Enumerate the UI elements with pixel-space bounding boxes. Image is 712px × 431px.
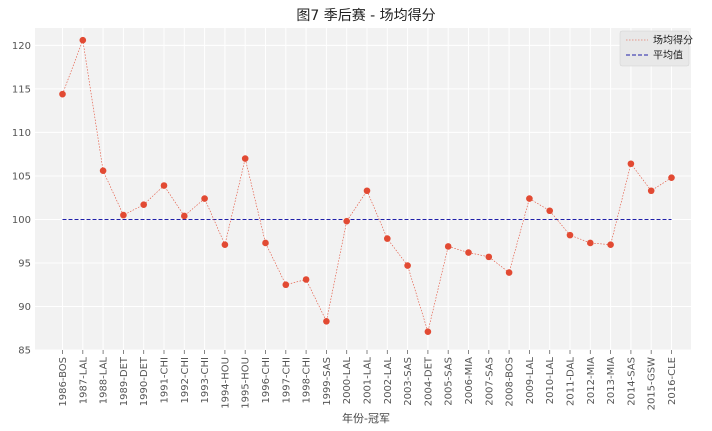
data-point xyxy=(465,249,472,256)
x-tick-label: 1995-HOU xyxy=(241,357,252,409)
data-point xyxy=(404,262,411,269)
y-tick-label: 95 xyxy=(18,258,31,269)
x-tick-label: 1993-CHI xyxy=(200,357,211,404)
x-tick-label: 1988-LAL xyxy=(99,357,110,405)
data-point xyxy=(59,90,66,98)
x-tick-label: 1996-CHI xyxy=(261,357,272,404)
x-tick-label: 2004-DET xyxy=(423,356,434,406)
y-tick-label: 110 xyxy=(12,128,31,139)
x-tick-label: 2012-MIA xyxy=(586,357,597,405)
data-point xyxy=(566,231,574,239)
data-point xyxy=(587,239,594,247)
data-point xyxy=(160,182,168,189)
legend: 场均得分 平均值 xyxy=(619,30,693,67)
data-point xyxy=(282,281,290,289)
x-tick-label: 2000-LAL xyxy=(342,357,353,405)
series-layer xyxy=(59,36,675,336)
data-point xyxy=(140,201,147,208)
legend-box xyxy=(619,30,690,67)
data-point xyxy=(546,207,553,215)
x-tick-label: 2014-SAS xyxy=(626,357,637,406)
x-tick-label: 2005-SAS xyxy=(444,357,455,406)
x-tick-label: 2016-CLE xyxy=(667,357,678,405)
x-tick-label: 1990-DET xyxy=(139,356,150,406)
x-tick-label: 2007-SAS xyxy=(484,357,495,406)
data-point xyxy=(79,36,87,44)
y-tick-label: 100 xyxy=(12,215,31,226)
gridlines xyxy=(35,28,691,351)
plot-area xyxy=(35,28,691,350)
data-point xyxy=(343,217,351,225)
x-tick-label: 1998-CHI xyxy=(302,357,313,404)
x-tick-label: 1992-CHI xyxy=(180,357,191,404)
data-point xyxy=(526,195,533,202)
x-tick-label: 2010-LAL xyxy=(545,357,556,405)
x-tick-label: 2003-SAS xyxy=(403,357,414,406)
x-tick-label: 1989-DET xyxy=(119,356,130,406)
x-tick-label: 1986-BOS xyxy=(58,357,69,407)
data-point xyxy=(363,187,371,195)
y-axis: 85 90 95 100 105 110 115 120 xyxy=(12,41,31,357)
x-tick-label: 2008-BOS xyxy=(505,357,516,407)
y-tick-label: 90 xyxy=(18,302,31,313)
data-point xyxy=(323,317,330,325)
data-point xyxy=(647,187,655,195)
data-point xyxy=(262,239,269,247)
x-tick-label: 1987-LAL xyxy=(78,357,89,405)
chart-title: 图7 季后赛 - 场均得分 xyxy=(296,7,435,24)
legend-label-series-1: 平均值 xyxy=(653,49,683,62)
x-tick-label: 2009-LAL xyxy=(525,357,536,405)
data-point xyxy=(384,235,391,242)
x-tick-label: 1991-CHI xyxy=(160,357,171,404)
x-tick-label: 2001-LAL xyxy=(363,357,374,405)
x-tick-label: 2015-GSW xyxy=(647,357,658,411)
x-tick-label: 1999-SAS xyxy=(322,357,333,406)
x-tick-label: 2006-MIA xyxy=(464,357,475,405)
data-point xyxy=(505,269,513,276)
y-tick-label: 85 xyxy=(18,346,31,357)
x-axis-label: 年份-冠军 xyxy=(342,411,390,425)
y-tick-label: 115 xyxy=(12,84,31,95)
x-tick-label: 2002-LAL xyxy=(383,357,394,405)
data-point xyxy=(668,174,675,181)
x-axis: 1986-BOS 1987-LAL 1988-LAL 1989-DET 1990-DET… xyxy=(58,350,678,410)
data-point xyxy=(607,241,614,248)
data-point xyxy=(120,211,127,219)
x-tick-label: 1997-CHI xyxy=(281,357,292,404)
data-point xyxy=(485,253,493,261)
data-point xyxy=(302,276,310,283)
data-point xyxy=(221,241,229,248)
data-point xyxy=(99,167,107,175)
y-tick-label: 105 xyxy=(12,171,31,182)
x-tick-label: 2011-DAL xyxy=(566,357,577,406)
legend-label-series-0: 场均得分 xyxy=(653,34,693,47)
data-point xyxy=(201,195,208,202)
data-point xyxy=(444,243,452,250)
data-point xyxy=(241,155,249,162)
x-tick-label: 2013-MIA xyxy=(606,357,617,405)
x-tick-label: 1994-HOU xyxy=(220,357,231,409)
y-tick-label: 120 xyxy=(12,41,31,52)
data-point xyxy=(627,160,635,168)
data-point xyxy=(424,328,432,336)
data-point xyxy=(181,212,188,220)
